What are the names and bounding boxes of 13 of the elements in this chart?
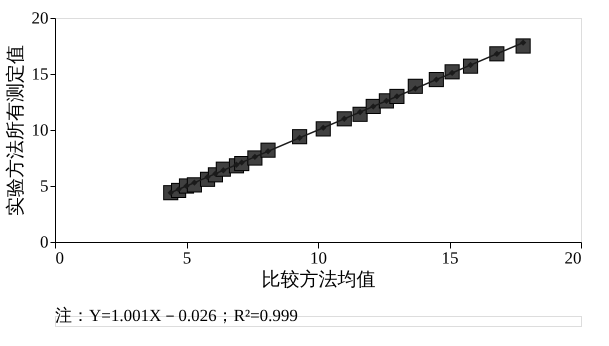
x-tick-label: 5 bbox=[182, 248, 192, 268]
y-axis-title: 实验方法所有测定值 bbox=[4, 45, 26, 216]
x-tick-label: 10 bbox=[310, 248, 327, 268]
y-tick-label: 5 bbox=[40, 176, 48, 196]
x-tick-label: 15 bbox=[442, 248, 458, 268]
y-tick-label: 0 bbox=[40, 232, 48, 252]
y-tick-label: 20 bbox=[32, 8, 48, 28]
y-tick-label: 15 bbox=[32, 64, 48, 84]
text: 注：Y=1.001X－0.026；R²=0.999 bbox=[55, 306, 298, 325]
x-tick-label: 0 bbox=[56, 248, 64, 268]
x-tick-label: 20 bbox=[564, 248, 582, 268]
x-axis-title: 比较方法均值 bbox=[262, 268, 376, 290]
y-tick-label: 10 bbox=[32, 120, 48, 140]
